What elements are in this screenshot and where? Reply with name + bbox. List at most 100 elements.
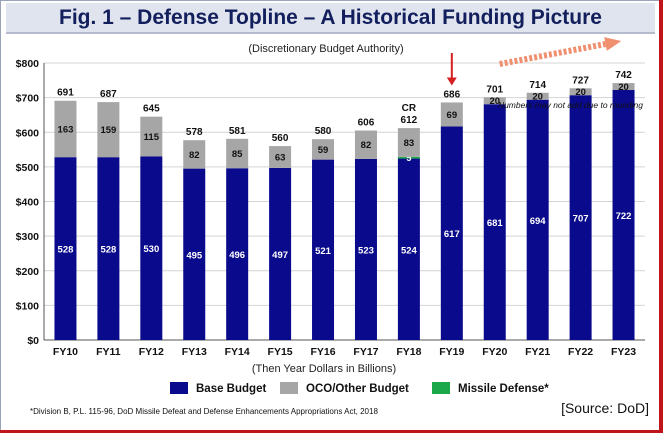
legend-label: Missile Defense* — [458, 383, 549, 395]
bar-base-label: 523 — [358, 245, 374, 256]
bar-oco — [526, 92, 549, 100]
bar-total-label: 686 — [443, 89, 460, 100]
right-border-strip — [659, 0, 663, 433]
bar-oco-label: 159 — [100, 125, 116, 136]
bar-oco — [312, 139, 335, 160]
x-tick-label: FY23 — [611, 346, 636, 358]
bar-oco — [140, 116, 163, 157]
bar-oco — [569, 88, 592, 96]
bar-total-label: 578 — [186, 127, 203, 138]
bar-base — [226, 168, 249, 340]
bar-oco-label: 59 — [318, 145, 329, 156]
y-tick-label: $400 — [16, 197, 40, 209]
x-tick-label: FY13 — [182, 346, 207, 358]
x-tick-label: FY14 — [225, 346, 250, 358]
x-tick-label: FY22 — [568, 346, 593, 358]
legend-swatch — [280, 382, 298, 394]
bar-oco — [354, 130, 377, 159]
y-tick-label: $0 — [27, 335, 39, 347]
bar-base — [269, 167, 292, 340]
bar-oco-label: 163 — [58, 124, 74, 135]
bar-oco-label: 20 — [618, 82, 629, 93]
bar-oco — [226, 138, 249, 169]
x-tick-label: FY17 — [353, 346, 378, 358]
bar-missile-label: 5 — [406, 153, 411, 163]
bar-oco-label: 20 — [575, 87, 586, 98]
x-tick-label: FY16 — [310, 346, 335, 358]
bar-base — [183, 168, 206, 340]
bar-base-label: 524 — [401, 245, 418, 256]
bar-oco — [440, 102, 463, 127]
bar-oco-label: 20 — [489, 96, 500, 107]
bar-base — [354, 158, 377, 340]
x-tick-label: FY21 — [525, 346, 550, 358]
bar-base-label: 530 — [143, 244, 159, 255]
bar-base-label: 496 — [229, 250, 245, 261]
bar-oco — [183, 140, 206, 169]
bar-total-label: 701 — [486, 84, 503, 95]
legend-swatch — [170, 382, 188, 394]
bar-base — [97, 157, 120, 340]
cr-label: CR — [402, 103, 417, 114]
x-tick-label: FY12 — [139, 346, 164, 358]
bar-oco-label: 20 — [532, 92, 543, 103]
source-label: [Source: DoD] — [561, 400, 649, 416]
x-tick-label: FY10 — [53, 346, 78, 358]
y-tick-label: $500 — [16, 162, 40, 174]
footnote: *Division B, P.L. 115-96, DoD Missile De… — [30, 407, 378, 416]
bar-base-label: 495 — [186, 250, 203, 261]
bar-base — [440, 126, 463, 341]
bar-base — [397, 158, 420, 340]
y-tick-label: $100 — [16, 300, 40, 312]
bar-base-label: 528 — [58, 245, 74, 256]
bar-total-label: 687 — [100, 89, 117, 100]
y-tick-label: $800 — [16, 58, 40, 70]
bar-total-label: 580 — [315, 126, 332, 137]
bar-base — [612, 90, 635, 340]
bar-base-label: 528 — [100, 245, 116, 256]
bar-oco — [269, 146, 292, 168]
bar-missile-defense — [397, 156, 420, 159]
bar-oco — [397, 128, 420, 157]
bar-oco-label: 69 — [447, 110, 458, 121]
bar-total-label: 742 — [615, 70, 632, 81]
bar-base-label: 681 — [487, 218, 504, 229]
x-tick-label: FY18 — [396, 346, 421, 358]
bar-base-label: 707 — [573, 214, 589, 225]
bar-base-label: 694 — [530, 216, 547, 227]
legend-swatch — [432, 382, 450, 394]
y-tick-label: $300 — [16, 231, 40, 243]
bar-total-label: 606 — [358, 118, 375, 129]
x-tick-label: FY20 — [482, 346, 507, 358]
bar-base — [483, 104, 506, 340]
bar-base — [312, 159, 335, 340]
bar-oco — [54, 100, 77, 158]
bar-base-label: 521 — [315, 246, 332, 257]
legend-label: Base Budget — [196, 383, 266, 395]
bar-total-label: 612 — [401, 115, 418, 126]
y-tick-label: $200 — [16, 266, 40, 278]
highlight-arrow-head — [446, 77, 457, 86]
bar-base — [569, 95, 592, 340]
x-tick-label: FY11 — [96, 346, 121, 358]
rounding-note: Numbers may not add due to rounding — [498, 100, 643, 110]
bottom-border-strip — [0, 430, 663, 433]
bar-total-label: 691 — [57, 88, 74, 99]
bar-oco-label: 82 — [189, 150, 200, 161]
bar-oco-label: 63 — [275, 153, 286, 164]
bar-total-label: 645 — [143, 104, 160, 115]
y-tick-label: $700 — [16, 93, 40, 105]
chart-title: Fig. 1 – Defense Topline – A Historical … — [59, 6, 602, 29]
legend-label: OCO/Other Budget — [306, 383, 409, 395]
bar-base — [526, 99, 549, 340]
x-axis-label: (Then Year Dollars in Billions) — [252, 363, 396, 375]
bar-base — [140, 156, 163, 340]
bar-oco — [612, 83, 635, 91]
bar-oco — [97, 102, 120, 158]
bar-base-label: 722 — [616, 211, 632, 222]
trend-arrow-head — [604, 37, 622, 51]
bar-oco — [483, 97, 506, 105]
bar-oco-label: 83 — [404, 138, 415, 149]
y-tick-label: $600 — [16, 127, 40, 139]
